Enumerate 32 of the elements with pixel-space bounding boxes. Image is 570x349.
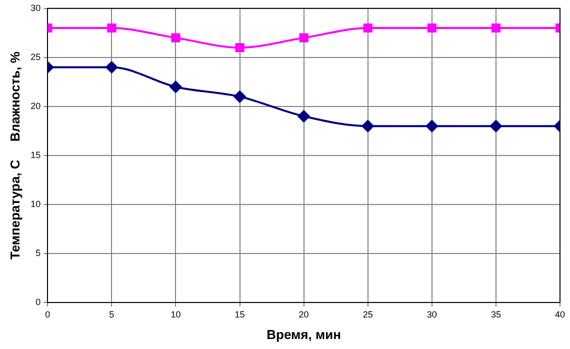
point [299,33,308,42]
x-tick-label: 35 [490,309,501,320]
x-tick-label: 40 [554,309,566,320]
y-tick-label: 30 [30,2,41,13]
point [491,23,500,33]
point [171,33,180,42]
y-tick-label: 5 [36,248,41,258]
y-tick-label: 10 [30,199,41,210]
y-tick-label: 0 [36,297,41,308]
point [234,90,246,103]
x-tick-label: 30 [426,309,437,320]
point [490,120,502,132]
point [363,23,372,33]
point [298,110,310,122]
y-axis-title: Температура, С Влажность, % [7,51,22,260]
x-tick-label: 5 [109,309,114,320]
point [235,43,244,52]
x-tick-label: 25 [362,309,373,320]
point [427,23,436,33]
point [107,23,116,33]
y-tick-label: 20 [30,100,41,111]
point [426,120,438,132]
x-tick-label: 20 [298,309,309,320]
point [106,61,118,74]
x-tick-label: 15 [234,309,245,320]
x-axis-title: Время, мин [266,326,341,342]
y-tick-label: 15 [30,150,41,160]
y-tick-label: 25 [30,52,41,62]
point [170,80,182,93]
point [362,120,374,132]
x-tick-label: 10 [170,309,181,320]
x-tick-label: 0 [45,309,50,320]
